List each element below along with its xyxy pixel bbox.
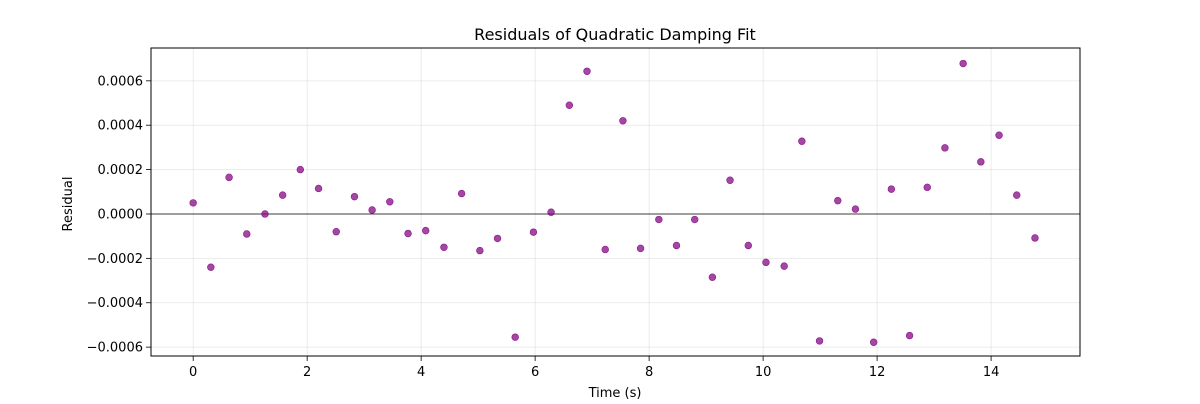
- data-point: [422, 226, 430, 235]
- data-point: [923, 183, 931, 192]
- plot-area-frame: [150, 47, 1081, 357]
- data-point: [708, 273, 717, 281]
- y-tick-label: −0.0004: [87, 296, 143, 311]
- data-point: [941, 144, 949, 152]
- x-tick-label: 2: [303, 365, 311, 380]
- data-point: [691, 215, 699, 224]
- data-point: [386, 198, 394, 206]
- data-point: [493, 234, 502, 243]
- data-point: [672, 241, 681, 250]
- data-point: [995, 131, 1003, 139]
- data-point: [977, 158, 985, 166]
- x-tick-label: 10: [755, 365, 772, 380]
- data-point: [869, 338, 878, 346]
- x-axis-label: Time (s): [588, 386, 642, 400]
- data-point: [601, 245, 609, 254]
- data-point: [457, 189, 466, 198]
- data-point: [959, 59, 967, 68]
- data-point: [1031, 234, 1039, 242]
- tick-layer: 0 2 4 6 8 10 12 14 −0.0006 −0.0004 −0.0002 0.0000 0.…: [87, 74, 1000, 380]
- data-point: [368, 206, 376, 214]
- data-point: [815, 337, 824, 345]
- data-point: [476, 246, 484, 255]
- data-point: [905, 331, 914, 340]
- data-point: [207, 263, 215, 271]
- x-tick-label: 12: [869, 365, 886, 380]
- y-tick-label: 0.0000: [98, 207, 144, 222]
- x-tick-label: 0: [189, 365, 197, 380]
- data-point: [529, 228, 538, 236]
- y-tick-label: 0.0006: [98, 74, 144, 89]
- data-point: [834, 196, 842, 205]
- data-point: [225, 173, 233, 182]
- data-point: [887, 185, 896, 193]
- x-tick-label: 6: [531, 365, 539, 380]
- data-point: [744, 241, 752, 250]
- data-point: [1013, 191, 1021, 199]
- data-point: [583, 67, 591, 75]
- data-point: [636, 244, 645, 253]
- data-point: [780, 262, 788, 270]
- data-point: [619, 117, 627, 125]
- data-point: [851, 205, 860, 213]
- x-tick-label: 4: [417, 365, 425, 380]
- data-point: [565, 101, 574, 109]
- data-point: [726, 176, 734, 184]
- y-tick-label: −0.0002: [87, 252, 143, 267]
- y-tick-label: −0.0006: [87, 341, 143, 356]
- data-point: [762, 258, 770, 267]
- data-point: [332, 228, 340, 236]
- x-tick-label: 14: [983, 365, 1000, 380]
- data-point: [314, 184, 323, 193]
- y-axis-label: Residual: [61, 177, 76, 232]
- data-point: [511, 333, 519, 341]
- data-point: [243, 230, 251, 238]
- data-point: [189, 199, 197, 207]
- data-point: [350, 192, 359, 201]
- y-tick-label: 0.0004: [98, 119, 144, 134]
- chart-title: Residuals of Quadratic Damping Fit: [474, 25, 756, 44]
- data-point: [798, 137, 806, 145]
- grid-layer: [151, 48, 1080, 356]
- y-tick-label: 0.0002: [98, 163, 144, 178]
- data-point: [404, 229, 412, 238]
- data-point: [440, 243, 448, 251]
- data-point: [296, 165, 305, 174]
- data-point: [547, 208, 555, 216]
- x-tick-label: 8: [645, 365, 653, 380]
- data-point: [655, 215, 663, 224]
- data-points-layer: [189, 59, 1039, 346]
- data-point: [261, 210, 269, 218]
- data-point: [278, 191, 287, 199]
